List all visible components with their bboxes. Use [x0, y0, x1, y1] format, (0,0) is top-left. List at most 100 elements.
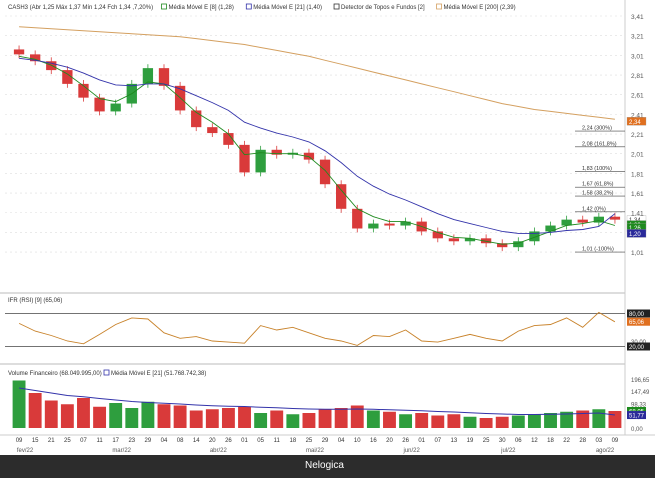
- candle-body[interactable]: [593, 216, 604, 223]
- price-y-tick-label: 2,81: [631, 73, 644, 80]
- volume-bar[interactable]: [511, 415, 525, 429]
- volume-bar[interactable]: [592, 409, 606, 428]
- candle-body[interactable]: [336, 184, 347, 209]
- candle-body[interactable]: [62, 70, 73, 84]
- x-day-tick-label: 22: [563, 438, 570, 444]
- candle-body[interactable]: [577, 219, 588, 223]
- volume-y-tick-label: 98,33: [631, 402, 647, 408]
- volume-bar[interactable]: [189, 410, 203, 429]
- volume-bar[interactable]: [431, 415, 445, 429]
- x-day-tick-label: 13: [451, 438, 458, 444]
- volume-bar[interactable]: [527, 414, 541, 428]
- candle-body[interactable]: [255, 149, 266, 173]
- volume-bar[interactable]: [383, 411, 396, 428]
- volume-bar[interactable]: [334, 408, 348, 428]
- candle-body[interactable]: [158, 68, 170, 86]
- volume-bar[interactable]: [60, 404, 74, 428]
- volume-bar[interactable]: [318, 409, 332, 428]
- volume-bar[interactable]: [350, 405, 364, 429]
- volume-bar[interactable]: [44, 400, 58, 429]
- candle-body[interactable]: [480, 238, 492, 244]
- volume-bar[interactable]: [221, 408, 235, 428]
- fib-level-label: 2,24 (300%): [582, 126, 612, 132]
- rsi-header-text: IFR (RSI) [9] (65,06): [8, 298, 62, 304]
- volume-bar[interactable]: [270, 410, 284, 429]
- x-day-tick-label: 18: [289, 438, 296, 444]
- ma8-line: [19, 55, 616, 245]
- candle-body[interactable]: [303, 152, 315, 160]
- volume-bar[interactable]: [366, 410, 380, 429]
- candle-body[interactable]: [529, 231, 540, 242]
- volume-bar[interactable]: [28, 393, 42, 428]
- candle-body[interactable]: [609, 216, 621, 220]
- candle-body[interactable]: [432, 231, 443, 239]
- volume-bar[interactable]: [157, 404, 171, 428]
- volume-bar[interactable]: [479, 418, 493, 428]
- volume-bar[interactable]: [238, 406, 251, 428]
- volume-bar[interactable]: [12, 380, 26, 429]
- ma21-line: [19, 57, 616, 234]
- volume-bar[interactable]: [125, 408, 139, 428]
- candle-body[interactable]: [94, 97, 105, 112]
- candle-body[interactable]: [191, 110, 202, 128]
- candle-body[interactable]: [497, 243, 508, 248]
- volume-bar[interactable]: [109, 403, 123, 428]
- candle-body[interactable]: [368, 223, 379, 229]
- x-day-tick-label: 19: [467, 438, 474, 444]
- candle-body[interactable]: [207, 127, 218, 134]
- volume-bar[interactable]: [254, 413, 268, 428]
- candle-body[interactable]: [352, 208, 363, 229]
- price-y-tick-label: 2,21: [631, 132, 644, 139]
- candle-body[interactable]: [545, 225, 556, 232]
- x-day-tick-label: 07: [80, 438, 87, 444]
- candle-body[interactable]: [30, 54, 41, 62]
- candle-body[interactable]: [110, 103, 121, 112]
- volume-bar[interactable]: [447, 414, 461, 428]
- volume-bar[interactable]: [463, 416, 477, 428]
- volume-y-tick-label: 147,49: [631, 390, 650, 396]
- volume-bar[interactable]: [399, 414, 413, 428]
- legend-swatch: [436, 3, 442, 10]
- candle-body[interactable]: [384, 223, 395, 226]
- x-day-tick-label: 01: [418, 438, 425, 444]
- candle-body[interactable]: [78, 83, 89, 98]
- volume-bar[interactable]: [141, 401, 155, 428]
- volume-bar[interactable]: [173, 405, 187, 429]
- candle-body[interactable]: [239, 144, 250, 173]
- volume-bar[interactable]: [77, 398, 90, 428]
- volume-bar[interactable]: [93, 406, 107, 428]
- x-day-tick-label: 12: [531, 438, 538, 444]
- x-day-tick-label: 20: [386, 438, 393, 444]
- candle-body[interactable]: [142, 68, 154, 84]
- volume-bar[interactable]: [608, 411, 622, 428]
- x-day-tick-label: 29: [322, 438, 329, 444]
- candle-body[interactable]: [448, 238, 460, 242]
- x-day-tick-label: 09: [16, 438, 23, 444]
- candle-body[interactable]: [400, 221, 411, 226]
- volume-bar[interactable]: [415, 413, 429, 428]
- x-month-label: mai/22: [306, 448, 325, 454]
- candle-body[interactable]: [561, 219, 572, 226]
- volume-bar[interactable]: [544, 413, 557, 428]
- volume-bar[interactable]: [576, 410, 590, 429]
- volume-bar[interactable]: [495, 416, 509, 428]
- fib-level-label: 1,58 (38,2%): [582, 191, 614, 197]
- x-day-tick-label: 09: [612, 438, 619, 444]
- candle-body[interactable]: [464, 238, 476, 242]
- x-month-label: jun/22: [402, 448, 420, 454]
- price-y-tick-label: 3,01: [631, 53, 644, 60]
- volume-bar[interactable]: [302, 413, 316, 428]
- volume-bar[interactable]: [560, 411, 574, 428]
- volume-bar[interactable]: [286, 414, 300, 428]
- candle-body[interactable]: [271, 149, 282, 155]
- legend-entry: Média Móvel E [8] (1,28): [169, 5, 234, 11]
- volume-bar[interactable]: [205, 409, 219, 428]
- fib-level-label: 1,42 (0%): [582, 206, 606, 212]
- fib-level-label: 1,67 (61,8%): [582, 182, 614, 188]
- candle-body[interactable]: [223, 133, 234, 145]
- candle-body[interactable]: [513, 241, 524, 248]
- ma200-line: [19, 26, 615, 120]
- candle-body[interactable]: [13, 49, 25, 55]
- candle-body[interactable]: [319, 159, 331, 185]
